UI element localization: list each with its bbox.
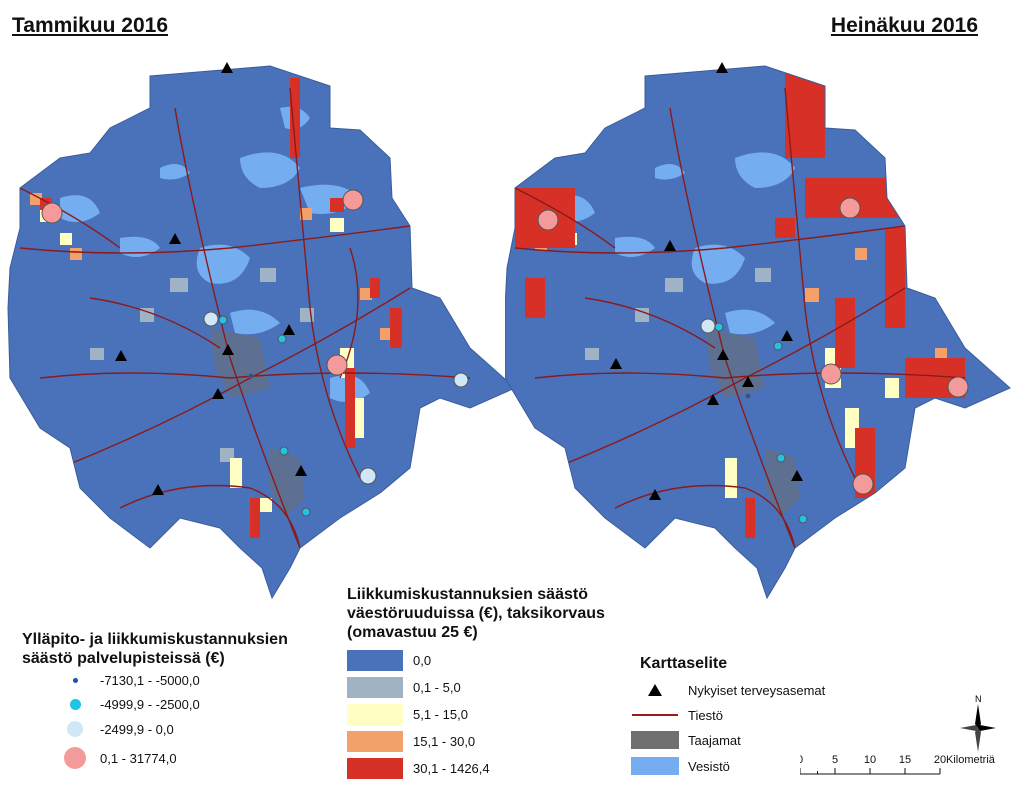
map-key-title: Karttaselite — [640, 655, 728, 672]
service-point-legend-row: -4999,9 - -2500,0 — [60, 697, 200, 712]
legend-label: 30,1 - 1426,4 — [413, 761, 490, 776]
health-station-markers — [115, 62, 307, 495]
grid-legend-row: 5,1 - 15,0 — [347, 704, 468, 725]
grid-legend-row: 0,0 — [347, 650, 431, 671]
swatch-icon — [347, 704, 403, 725]
road-line-icon — [630, 705, 680, 725]
legend-label: 0,1 - 31774,0 — [100, 750, 177, 766]
service-point-legend-row: -7130,1 - -5000,0 — [60, 673, 200, 688]
map-key-row: Taajamat — [630, 730, 741, 750]
service-point-legend-row: -2499,9 - 0,0 — [60, 721, 174, 737]
legend-label: 0,0 — [413, 653, 432, 668]
blue-box-icon — [630, 756, 680, 776]
large-circle-icon — [60, 721, 90, 737]
medium-circle-icon — [60, 699, 90, 710]
legend-label: 15,1 - 30,0 — [413, 734, 476, 749]
health-station-markers — [610, 62, 803, 500]
gray-box-icon — [630, 730, 680, 750]
small-dot-icon — [60, 678, 90, 683]
scale-tick-label: 0 — [800, 754, 803, 766]
map-key-row: Vesistö — [630, 756, 730, 776]
xlarge-circle-icon — [60, 747, 90, 769]
legend-label: Vesistö — [688, 758, 730, 774]
service-point-markers — [537, 197, 969, 524]
scale-tick-label: 10 — [864, 754, 876, 766]
grid-legend-row: 30,1 - 1426,4 — [347, 758, 490, 779]
grid-legend-title: Liikkumiskustannuksien säästö väestöruud… — [347, 586, 605, 641]
map-title-left: Tammikuu 2016 — [12, 14, 169, 37]
scale-tick-label: 5 — [832, 754, 838, 766]
service-point-markers — [41, 189, 469, 517]
grid-legend-row: 15,1 - 30,0 — [347, 731, 475, 752]
black-triangle-icon — [630, 680, 680, 700]
map-key-row: Nykyiset terveysasemat — [630, 680, 825, 700]
scale-bar: 0 5 10 15 20 Kilometriä — [800, 754, 996, 775]
scale-tick-label: 20 — [934, 754, 946, 766]
swatch-icon — [347, 677, 403, 698]
map-key-row: Tiestö — [630, 705, 723, 725]
legend-label: Tiestö — [688, 707, 723, 723]
swatch-icon — [347, 650, 403, 671]
scale-unit: Kilometriä — [946, 754, 996, 766]
map-july — [505, 62, 1011, 600]
legend-label: Nykyiset terveysasemat — [688, 682, 826, 698]
swatch-icon — [347, 758, 403, 779]
map-january — [7, 62, 516, 600]
legend-label: -2499,9 - 0,0 — [100, 721, 174, 737]
service-point-legend-row: 0,1 - 31774,0 — [60, 747, 177, 769]
north-arrow-icon: N — [960, 694, 996, 752]
legend-label: -4999,9 - -2500,0 — [100, 697, 200, 712]
legend-label: -7130,1 - -5000,0 — [100, 673, 200, 688]
legend-label: 5,1 - 15,0 — [413, 707, 468, 722]
swatch-icon — [347, 731, 403, 752]
map-title-right: Heinäkuu 2016 — [830, 14, 978, 37]
north-label: N — [975, 694, 982, 704]
service-point-legend-title: Ylläpito- ja liikkumiskustannuksien sääs… — [22, 631, 288, 667]
scale-tick-label: 15 — [899, 754, 911, 766]
grid-legend-row: 0,1 - 5,0 — [347, 677, 461, 698]
legend-label: Taajamat — [688, 732, 741, 748]
legend-label: 0,1 - 5,0 — [413, 680, 461, 695]
